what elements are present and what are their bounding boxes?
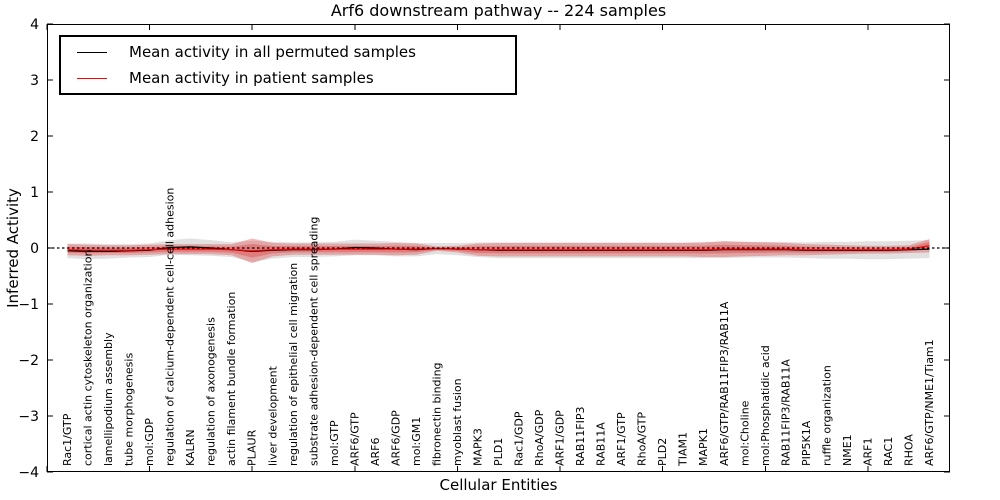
x-entity-label: PLAUR xyxy=(246,429,259,466)
x-entity-label: lamellipodium assembly xyxy=(102,332,115,466)
x-entity-label: PLD2 xyxy=(656,438,669,466)
y-tick-label: 0 xyxy=(30,241,39,257)
x-entity-label: MAPK3 xyxy=(471,428,484,466)
x-entity-label: mol:Phosphatidic acid xyxy=(759,345,772,466)
x-entity-label: TIAM1 xyxy=(677,432,690,467)
x-entity-label: mol:GM1 xyxy=(410,417,423,466)
x-entity-label: RhoA/GTP xyxy=(636,412,649,466)
x-entity-label: RHOA xyxy=(902,434,915,466)
x-entity-label: ARF1 xyxy=(861,438,874,467)
x-entity-label: regulation of epithelial cell migration xyxy=(287,263,300,466)
x-entity-label: KALRN xyxy=(184,429,197,466)
x-entity-label: PLD1 xyxy=(492,438,505,466)
patient-mean-line xyxy=(67,245,930,252)
y-tick-label: 4 xyxy=(30,17,39,33)
y-tick-label: 2 xyxy=(30,129,39,145)
x-entity-label: ARF1/GDP xyxy=(554,410,567,466)
x-axis-label: Cellular Entities xyxy=(439,476,558,494)
patient-line-swatch xyxy=(77,77,107,79)
permuted-line-swatch xyxy=(77,51,107,53)
x-entity-label: ARF6/GDP xyxy=(389,410,402,466)
x-entity-label: RAB11FIP3 xyxy=(574,407,587,466)
x-entity-label: regulation of calcium-dependent cell-cel… xyxy=(164,188,177,466)
x-entity-label: ARF6/GTP/RAB11FIP3/RAB11A xyxy=(718,301,731,466)
legend-item-permuted: Mean activity in all permuted samples xyxy=(77,39,515,65)
chart-title: Arf6 downstream pathway -- 224 samples xyxy=(330,1,667,20)
x-entity-label: RhoA/GDP xyxy=(533,409,546,466)
legend-label-permuted: Mean activity in all permuted samples xyxy=(129,43,416,61)
y-tick-label: −3 xyxy=(18,409,39,425)
x-entity-label: MAPK1 xyxy=(697,428,710,466)
legend-item-patient: Mean activity in patient samples xyxy=(77,65,515,91)
y-tick-label: −2 xyxy=(18,353,39,369)
x-entity-label: Rac1/GTP xyxy=(61,413,74,466)
x-entity-label: substrate adhesion-dependent cell spread… xyxy=(307,217,320,466)
x-entity-label: PIP5K1A xyxy=(800,420,813,466)
x-entity-label: mol:Choline xyxy=(738,400,751,466)
x-entity-label: tube morphogenesis xyxy=(123,353,136,466)
y-tick-label: −1 xyxy=(18,297,39,313)
y-tick-label: 3 xyxy=(30,73,39,89)
x-entity-label: liver development xyxy=(266,365,279,466)
x-entity-label: RAB11FIP3/RAB11A xyxy=(779,359,792,466)
y-tick-label: 1 xyxy=(30,185,39,201)
x-entity-label: ruffle organization xyxy=(820,365,833,466)
x-entity-label: fibronectin binding xyxy=(430,362,443,466)
x-entity-label: RAC1 xyxy=(882,437,895,466)
x-entity-label: ARF6/GTP/NME1/Tiam1 xyxy=(923,339,936,466)
x-entity-label: Rac1/GDP xyxy=(513,411,526,466)
x-entity-label: regulation of axonogenesis xyxy=(205,317,218,466)
x-entity-label: ARF6/GTP xyxy=(348,412,361,466)
legend-box: Mean activity in all permuted samples Me… xyxy=(59,35,517,95)
x-entity-label: RAB11A xyxy=(595,422,608,466)
x-entity-label: mol:GDP xyxy=(143,418,156,466)
x-entity-label: NME1 xyxy=(841,434,854,466)
legend-label-patient: Mean activity in patient samples xyxy=(129,69,374,87)
y-tick-label: −4 xyxy=(18,465,39,481)
x-entity-label: actin filament bundle formation xyxy=(225,292,238,466)
y-axis-label: Inferred Activity xyxy=(4,188,22,308)
x-entity-label: cortical actin cytoskeleton organization xyxy=(82,250,95,466)
x-entity-label: ARF6 xyxy=(369,438,382,467)
x-entity-label: mol:GTP xyxy=(328,420,341,466)
x-entity-label: myoblast fusion xyxy=(451,378,464,466)
x-entity-label: ARF1/GTP xyxy=(615,412,628,466)
axis-ticks xyxy=(46,23,950,473)
